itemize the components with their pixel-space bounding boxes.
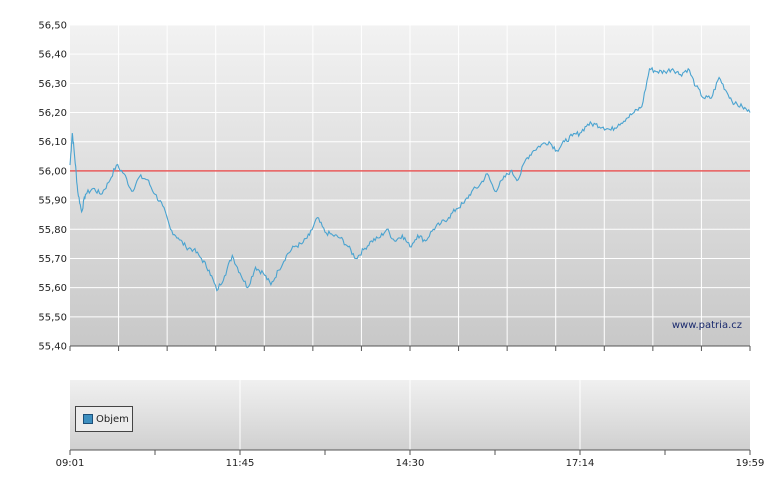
y-axis-tick-labels: 55,40 55,50 55,60 55,70 55,80 55,90 56,00 56,10… <box>38 21 67 353</box>
y-tick-label: 56,20 <box>38 108 67 119</box>
y-tick-label: 55,70 <box>38 254 67 265</box>
y-tick-label: 55,40 <box>38 342 67 353</box>
y-tick-label: 56,30 <box>38 79 67 90</box>
volume-legend-label: Objem <box>96 413 129 425</box>
x-tick-label: 19:59 <box>736 458 765 469</box>
volume-grid-vertical <box>239 380 581 450</box>
x-tick-label: 14:30 <box>396 458 425 469</box>
volume-legend: Objem <box>75 406 133 432</box>
y-tick-label: 56,00 <box>38 166 67 177</box>
x-tick-label: 09:01 <box>56 458 85 469</box>
x-tick-label: 11:45 <box>226 458 255 469</box>
x-axis-tick-labels: 09:01 11:45 14:30 17:14 19:59 <box>56 458 765 469</box>
x-tick-label: 17:14 <box>566 458 595 469</box>
y-tick-label: 55,90 <box>38 196 67 207</box>
y-tick-label: 55,80 <box>38 225 67 236</box>
volume-x-axis-ticks <box>69 450 751 455</box>
watermark: www.patria.cz <box>672 320 742 331</box>
price-grid-vertical <box>118 25 702 346</box>
volume-legend-swatch <box>83 414 93 424</box>
y-tick-label: 56,10 <box>38 137 67 148</box>
y-tick-label: 55,50 <box>38 312 67 323</box>
y-tick-label: 56,40 <box>38 50 67 61</box>
y-tick-label: 56,50 <box>38 21 67 32</box>
price-x-axis-ticks <box>69 346 751 351</box>
y-tick-label: 55,60 <box>38 283 67 294</box>
price-line <box>69 66 751 292</box>
